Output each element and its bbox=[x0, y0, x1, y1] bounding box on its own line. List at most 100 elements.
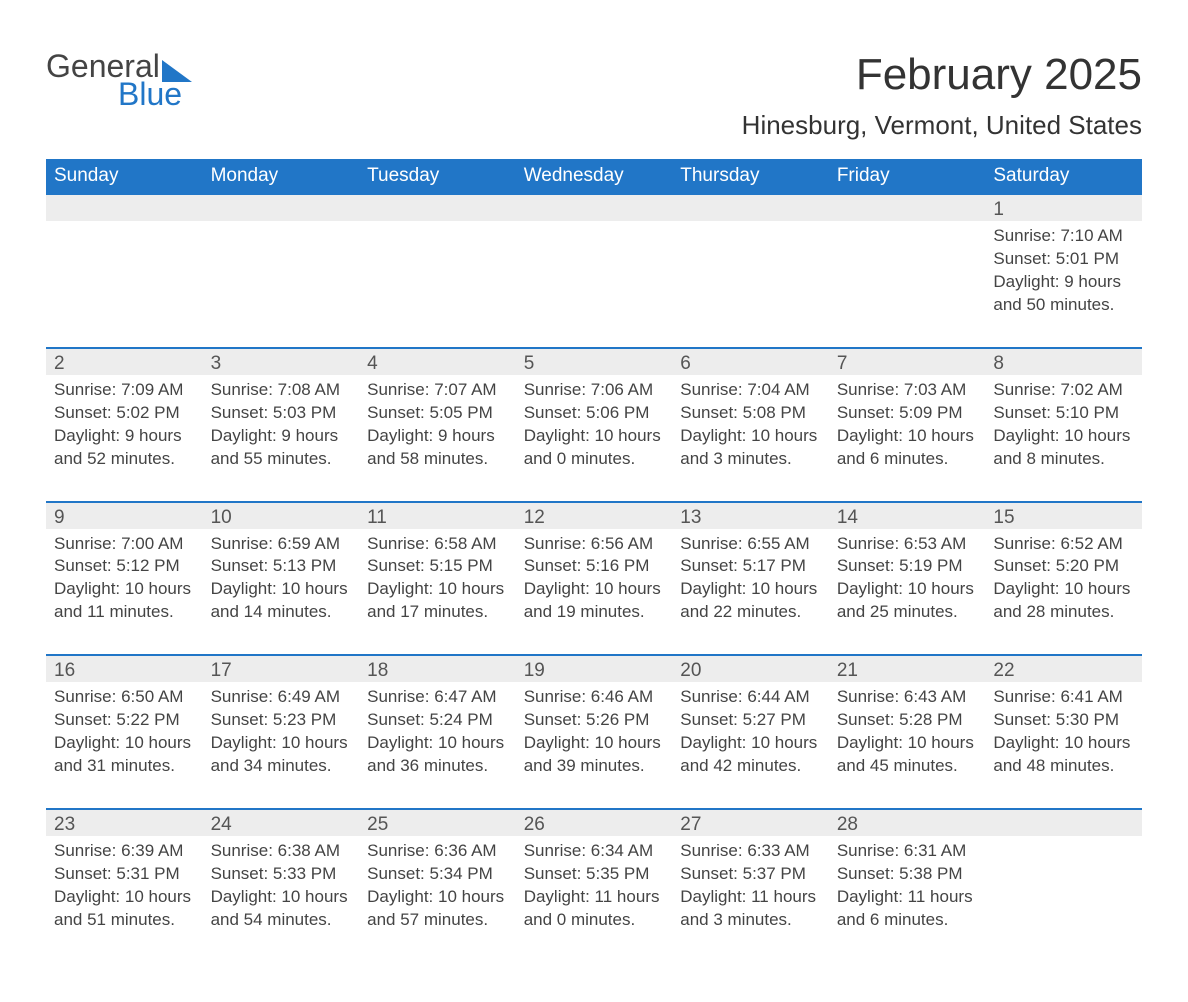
day-number: 12 bbox=[516, 503, 673, 529]
sunrise-text: Sunrise: 7:10 AM bbox=[993, 225, 1134, 248]
calendar-cell: 5Sunrise: 7:06 AMSunset: 5:06 PMDaylight… bbox=[516, 348, 673, 502]
calendar-cell: 7Sunrise: 7:03 AMSunset: 5:09 PMDaylight… bbox=[829, 348, 986, 502]
sunrise-text: Sunrise: 6:49 AM bbox=[211, 686, 352, 709]
sunset-text: Sunset: 5:22 PM bbox=[54, 709, 195, 732]
calendar-cell bbox=[516, 195, 673, 348]
day-number bbox=[359, 195, 516, 221]
day-number: 16 bbox=[46, 656, 203, 682]
daylight-text: Daylight: 9 hours and 55 minutes. bbox=[211, 425, 352, 471]
sunset-text: Sunset: 5:26 PM bbox=[524, 709, 665, 732]
sunrise-text: Sunrise: 6:46 AM bbox=[524, 686, 665, 709]
calendar-cell bbox=[203, 195, 360, 348]
sunset-text: Sunset: 5:31 PM bbox=[54, 863, 195, 886]
calendar-cell: 13Sunrise: 6:55 AMSunset: 5:17 PMDayligh… bbox=[672, 502, 829, 656]
sunrise-text: Sunrise: 6:38 AM bbox=[211, 840, 352, 863]
sunrise-text: Sunrise: 7:08 AM bbox=[211, 379, 352, 402]
sunrise-text: Sunrise: 6:31 AM bbox=[837, 840, 978, 863]
day-number: 3 bbox=[203, 349, 360, 375]
day-number: 13 bbox=[672, 503, 829, 529]
day-number: 2 bbox=[46, 349, 203, 375]
brand-word2: Blue bbox=[118, 78, 192, 110]
calendar-cell: 6Sunrise: 7:04 AMSunset: 5:08 PMDaylight… bbox=[672, 348, 829, 502]
sunrise-text: Sunrise: 7:03 AM bbox=[837, 379, 978, 402]
daylight-text: Daylight: 11 hours and 0 minutes. bbox=[524, 886, 665, 932]
day-number: 22 bbox=[985, 656, 1142, 682]
calendar-cell bbox=[46, 195, 203, 348]
day-header: Saturday bbox=[985, 159, 1142, 195]
day-header: Wednesday bbox=[516, 159, 673, 195]
calendar-cell: 2Sunrise: 7:09 AMSunset: 5:02 PMDaylight… bbox=[46, 348, 203, 502]
daylight-text: Daylight: 10 hours and 36 minutes. bbox=[367, 732, 508, 778]
sunrise-text: Sunrise: 6:41 AM bbox=[993, 686, 1134, 709]
calendar-cell: 19Sunrise: 6:46 AMSunset: 5:26 PMDayligh… bbox=[516, 655, 673, 809]
sunset-text: Sunset: 5:38 PM bbox=[837, 863, 978, 886]
calendar-week-row: 23Sunrise: 6:39 AMSunset: 5:31 PMDayligh… bbox=[46, 809, 1142, 962]
sunset-text: Sunset: 5:09 PM bbox=[837, 402, 978, 425]
sunrise-text: Sunrise: 6:53 AM bbox=[837, 533, 978, 556]
day-number bbox=[829, 195, 986, 221]
day-number: 6 bbox=[672, 349, 829, 375]
sunrise-text: Sunrise: 6:39 AM bbox=[54, 840, 195, 863]
calendar-cell: 18Sunrise: 6:47 AMSunset: 5:24 PMDayligh… bbox=[359, 655, 516, 809]
daylight-text: Daylight: 11 hours and 6 minutes. bbox=[837, 886, 978, 932]
daylight-text: Daylight: 10 hours and 28 minutes. bbox=[993, 578, 1134, 624]
sunset-text: Sunset: 5:28 PM bbox=[837, 709, 978, 732]
daylight-text: Daylight: 10 hours and 8 minutes. bbox=[993, 425, 1134, 471]
day-number: 5 bbox=[516, 349, 673, 375]
calendar-week-row: 1Sunrise: 7:10 AMSunset: 5:01 PMDaylight… bbox=[46, 195, 1142, 348]
calendar-cell: 28Sunrise: 6:31 AMSunset: 5:38 PMDayligh… bbox=[829, 809, 986, 962]
sunset-text: Sunset: 5:27 PM bbox=[680, 709, 821, 732]
day-number bbox=[516, 195, 673, 221]
sunset-text: Sunset: 5:17 PM bbox=[680, 555, 821, 578]
daylight-text: Daylight: 10 hours and 54 minutes. bbox=[211, 886, 352, 932]
day-number: 10 bbox=[203, 503, 360, 529]
sunrise-text: Sunrise: 7:07 AM bbox=[367, 379, 508, 402]
sunset-text: Sunset: 5:13 PM bbox=[211, 555, 352, 578]
calendar-cell: 16Sunrise: 6:50 AMSunset: 5:22 PMDayligh… bbox=[46, 655, 203, 809]
day-number: 20 bbox=[672, 656, 829, 682]
daylight-text: Daylight: 10 hours and 57 minutes. bbox=[367, 886, 508, 932]
day-number: 4 bbox=[359, 349, 516, 375]
sunrise-text: Sunrise: 7:09 AM bbox=[54, 379, 195, 402]
calendar-cell: 25Sunrise: 6:36 AMSunset: 5:34 PMDayligh… bbox=[359, 809, 516, 962]
sunset-text: Sunset: 5:02 PM bbox=[54, 402, 195, 425]
sunset-text: Sunset: 5:08 PM bbox=[680, 402, 821, 425]
sunrise-text: Sunrise: 6:34 AM bbox=[524, 840, 665, 863]
day-number: 25 bbox=[359, 810, 516, 836]
day-number: 18 bbox=[359, 656, 516, 682]
daylight-text: Daylight: 10 hours and 34 minutes. bbox=[211, 732, 352, 778]
sunset-text: Sunset: 5:01 PM bbox=[993, 248, 1134, 271]
calendar-week-row: 9Sunrise: 7:00 AMSunset: 5:12 PMDaylight… bbox=[46, 502, 1142, 656]
day-number: 21 bbox=[829, 656, 986, 682]
calendar-cell bbox=[359, 195, 516, 348]
sunrise-text: Sunrise: 6:47 AM bbox=[367, 686, 508, 709]
day-number bbox=[985, 810, 1142, 836]
sunrise-text: Sunrise: 6:36 AM bbox=[367, 840, 508, 863]
day-number: 24 bbox=[203, 810, 360, 836]
location-text: Hinesburg, Vermont, United States bbox=[742, 110, 1142, 141]
calendar-cell: 10Sunrise: 6:59 AMSunset: 5:13 PMDayligh… bbox=[203, 502, 360, 656]
calendar-cell: 21Sunrise: 6:43 AMSunset: 5:28 PMDayligh… bbox=[829, 655, 986, 809]
daylight-text: Daylight: 10 hours and 17 minutes. bbox=[367, 578, 508, 624]
sunrise-text: Sunrise: 6:55 AM bbox=[680, 533, 821, 556]
calendar-cell: 15Sunrise: 6:52 AMSunset: 5:20 PMDayligh… bbox=[985, 502, 1142, 656]
calendar-table: Sunday Monday Tuesday Wednesday Thursday… bbox=[46, 159, 1142, 962]
day-number: 7 bbox=[829, 349, 986, 375]
daylight-text: Daylight: 9 hours and 58 minutes. bbox=[367, 425, 508, 471]
day-number: 27 bbox=[672, 810, 829, 836]
title-block: February 2025 Hinesburg, Vermont, United… bbox=[742, 50, 1142, 141]
day-number: 17 bbox=[203, 656, 360, 682]
calendar-cell: 14Sunrise: 6:53 AMSunset: 5:19 PMDayligh… bbox=[829, 502, 986, 656]
daylight-text: Daylight: 10 hours and 25 minutes. bbox=[837, 578, 978, 624]
sunset-text: Sunset: 5:03 PM bbox=[211, 402, 352, 425]
sunrise-text: Sunrise: 6:56 AM bbox=[524, 533, 665, 556]
daylight-text: Daylight: 10 hours and 0 minutes. bbox=[524, 425, 665, 471]
calendar-cell: 3 Sunrise: 7:08 AMSunset: 5:03 PMDaylight… bbox=[203, 348, 360, 502]
calendar-cell: 17Sunrise: 6:49 AMSunset: 5:23 PMDayligh… bbox=[203, 655, 360, 809]
calendar-cell: 8Sunrise: 7:02 AMSunset: 5:10 PMDaylight… bbox=[985, 348, 1142, 502]
daylight-text: Daylight: 9 hours and 50 minutes. bbox=[993, 271, 1134, 317]
sunrise-text: Sunrise: 6:33 AM bbox=[680, 840, 821, 863]
daylight-text: Daylight: 10 hours and 31 minutes. bbox=[54, 732, 195, 778]
day-number: 19 bbox=[516, 656, 673, 682]
sunrise-text: Sunrise: 6:52 AM bbox=[993, 533, 1134, 556]
